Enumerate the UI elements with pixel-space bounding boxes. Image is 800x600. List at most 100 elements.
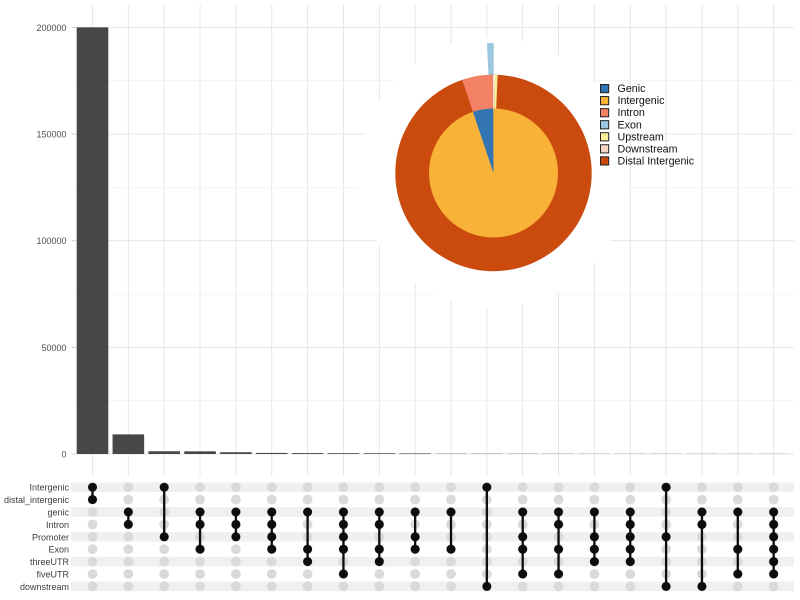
matrix-dot-inactive: [732, 494, 743, 505]
matrix-dot-active: [195, 507, 205, 517]
matrix-dot-inactive: [410, 482, 421, 493]
set-label: distal_intergenic: [4, 495, 70, 505]
matrix-row-band: [71, 482, 794, 492]
matrix-dot-active: [625, 507, 635, 517]
matrix-row-band: [71, 581, 794, 592]
matrix-dot-active: [554, 507, 564, 517]
matrix-dot-active: [697, 507, 707, 517]
matrix-dot-inactive: [302, 494, 313, 505]
matrix-dot-inactive: [768, 581, 779, 592]
matrix-dot-inactive: [266, 569, 277, 579]
matrix-dot-active: [589, 544, 599, 554]
matrix-dot-inactive: [266, 482, 277, 493]
intersection-bar: [220, 452, 252, 454]
matrix-dot-active: [446, 544, 456, 554]
y-axis-label: 50000: [41, 343, 66, 353]
matrix-dot-inactive: [87, 544, 98, 555]
matrix-dot-active: [625, 519, 635, 529]
matrix-dot-inactive: [374, 569, 385, 579]
intersection-bars: [76, 27, 790, 454]
matrix-dot-inactive: [410, 494, 421, 505]
matrix-dot-active: [159, 532, 169, 542]
set-label: Intron: [46, 520, 69, 530]
matrix-dot-active: [482, 581, 492, 591]
legend-swatch-exon: [600, 120, 610, 130]
matrix-dot-inactive: [589, 581, 600, 592]
matrix-dot-active: [338, 569, 348, 579]
y-axis-label: 200000: [36, 23, 66, 33]
matrix-dot-inactive: [159, 556, 170, 567]
matrix-dot-inactive: [231, 569, 241, 579]
matrix-dot-active: [267, 519, 277, 529]
matrix-dot-inactive: [517, 482, 528, 493]
legend-swatch-upstream: [600, 132, 610, 142]
matrix-row-band: [71, 532, 794, 542]
matrix-dot-inactive: [159, 569, 170, 579]
y-axis-label: 0: [61, 450, 66, 460]
matrix-dot-active: [625, 544, 635, 554]
matrix-dot-inactive: [159, 544, 170, 555]
matrix-dot-inactive: [446, 556, 456, 567]
y-axis-label: 100000: [36, 236, 66, 246]
matrix-dot-active: [661, 581, 671, 591]
matrix-dot-active: [554, 544, 564, 554]
matrix-dot-active: [123, 519, 133, 529]
matrix-dot-inactive: [768, 494, 779, 505]
matrix-dot-inactive: [374, 494, 385, 505]
matrix-dot-active: [733, 544, 743, 554]
matrix-dot-inactive: [123, 556, 134, 567]
matrix-dot-active: [518, 532, 528, 542]
matrix-dot-inactive: [302, 581, 313, 592]
matrix-dot-inactive: [195, 581, 205, 592]
matrix-dot-active: [410, 507, 420, 517]
legend-swatch-downstream: [600, 144, 610, 154]
matrix-dot-inactive: [195, 556, 205, 567]
set-label: Intergenic: [29, 483, 69, 493]
set-label: threeUTR: [30, 557, 70, 567]
matrix-dot-active: [518, 507, 528, 517]
matrix-dot-inactive: [123, 494, 134, 505]
legend-swatch-genic: [600, 84, 610, 94]
matrix-dot-inactive: [553, 494, 564, 505]
matrix-dot-active: [589, 507, 599, 517]
intersection-bar: [327, 453, 360, 454]
matrix-dot-active: [231, 507, 241, 517]
matrix-dot-active: [338, 507, 348, 517]
matrix-dot-inactive: [338, 581, 349, 592]
matrix-dot-inactive: [625, 494, 636, 505]
matrix-dot-active: [697, 581, 707, 591]
legend-swatch-intron: [600, 108, 610, 118]
matrix-dot-active: [303, 507, 313, 517]
matrix-row-band: [71, 507, 794, 517]
matrix-dot-inactive: [589, 482, 600, 493]
matrix-dot-inactive: [589, 494, 600, 505]
legend-swatch-distal-intergenic: [600, 156, 610, 166]
matrix-dot-inactive: [123, 569, 134, 579]
matrix-dot-active: [554, 569, 564, 579]
matrix-dot-active: [338, 532, 348, 542]
pie-wedge-genic: [472, 108, 494, 173]
matrix-dot-active: [374, 557, 384, 567]
set-label: genic: [47, 508, 69, 518]
matrix-dot-active: [374, 544, 384, 554]
matrix-dot-inactive: [231, 494, 241, 505]
legend-swatch-intergenic: [600, 96, 610, 106]
matrix-dot-inactive: [123, 544, 134, 555]
matrix-dot-inactive: [159, 581, 170, 592]
intersection-bar: [148, 451, 180, 454]
matrix-dot-active: [769, 544, 779, 554]
set-label: Promoter: [32, 532, 69, 542]
matrix-dot-inactive: [231, 482, 241, 493]
set-label: Exon: [48, 545, 69, 555]
matrix-dot-active: [769, 557, 779, 567]
pie-legend: GenicIntergenicIntronExonUpstreamDownstr…: [600, 83, 695, 167]
matrix-dot-inactive: [553, 482, 564, 493]
matrix-dot-active: [303, 557, 313, 567]
matrix-dot-active: [159, 482, 169, 492]
matrix-dot-inactive: [446, 569, 456, 579]
matrix-dot-active: [769, 507, 779, 517]
matrix-dot-inactive: [266, 494, 277, 505]
matrix-dot-inactive: [195, 569, 205, 579]
matrix-dot-inactive: [625, 482, 636, 493]
matrix-dot-inactive: [87, 569, 98, 579]
